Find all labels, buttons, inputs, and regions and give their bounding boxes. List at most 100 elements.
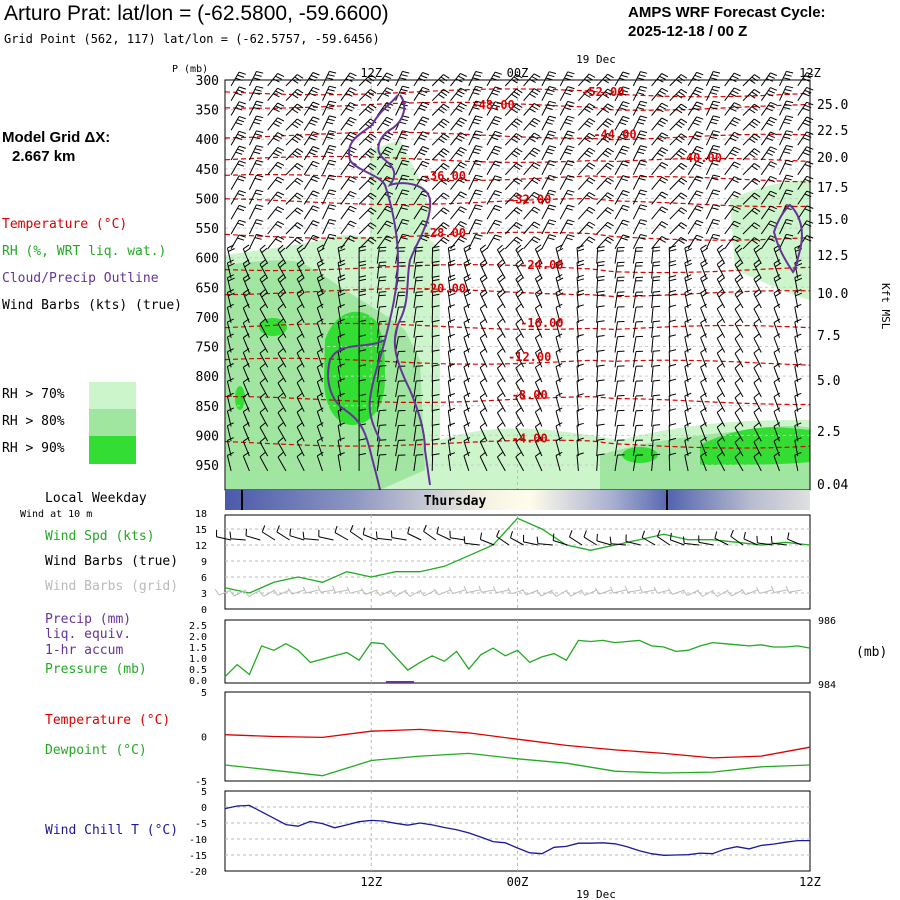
- wind-barb: [576, 408, 584, 427]
- wind-barb: [797, 116, 814, 131]
- wind-barb: [230, 116, 246, 131]
- wind-barb: [779, 115, 794, 131]
- wind-barb: [596, 438, 605, 457]
- pressure-tick-label: 550: [196, 222, 219, 237]
- wind-barb: [794, 363, 802, 383]
- wind-barb: [515, 407, 525, 427]
- wind-barb: [668, 349, 677, 368]
- wind-barb: [259, 333, 269, 353]
- surface-wind-barb-true: [770, 536, 787, 546]
- surface-wind-barb-true: [596, 533, 612, 546]
- wind-barb: [447, 333, 456, 353]
- wind-barb: [395, 159, 410, 176]
- wind-barb: [716, 451, 726, 472]
- height-tick-label: 25.0: [817, 98, 848, 113]
- wind-barb: [668, 304, 677, 323]
- wind-barb: [684, 437, 692, 457]
- wind-barb: [742, 103, 761, 116]
- wind-barb: [534, 303, 543, 324]
- wind-barb: [496, 333, 506, 353]
- wind-barb: [413, 72, 430, 87]
- wind-barb: [322, 219, 337, 235]
- surface-wind-barb-grid: [302, 586, 319, 594]
- surface-wind-barb-grid: [507, 587, 524, 595]
- surface-wind-barb-grid: [580, 589, 597, 596]
- wind-barb: [285, 192, 304, 205]
- wind-barb: [534, 244, 543, 264]
- wind-barb: [716, 274, 726, 294]
- wind-barb: [395, 380, 406, 397]
- wind-barb: [794, 303, 802, 323]
- wind-barb: [614, 365, 625, 383]
- temp-series-0: [224, 728, 811, 759]
- surface-wind-barb-grid: [229, 589, 246, 597]
- cloud-outline-right: [772, 203, 803, 274]
- surface-wind-barb-grid: [258, 589, 276, 597]
- wind-barb: [395, 204, 410, 220]
- wind-barb: [337, 452, 345, 471]
- surface-wind-barb-grid: [287, 587, 305, 595]
- surface-wind-barb-grid: [639, 585, 656, 593]
- wind-barb: [322, 85, 337, 101]
- surface-wind-barb-grid: [434, 588, 451, 596]
- wind-barb: [496, 303, 506, 324]
- wind-barb: [596, 236, 614, 250]
- wind-barb: [468, 219, 483, 235]
- wind-barb: [559, 204, 575, 220]
- forecast-cycle-value: 2025-12-18 / 00 Z: [628, 23, 748, 40]
- wind-barb: [267, 117, 285, 131]
- wind-barb: [578, 147, 596, 161]
- wind-barb: [576, 289, 585, 309]
- wind-barb: [259, 348, 269, 368]
- wind-barb: [753, 363, 762, 383]
- wind-barb: [296, 348, 305, 368]
- surface-wind-barb-grid: [668, 588, 685, 595]
- wind-barb: [753, 289, 762, 309]
- wind-barb: [651, 409, 661, 427]
- wind-barb: [463, 318, 471, 338]
- wind-barb: [669, 192, 688, 205]
- wind-barb: [242, 392, 250, 412]
- wind-barb: [479, 303, 488, 324]
- wind-barb: [337, 274, 346, 294]
- wind-barb: [779, 219, 794, 235]
- wind-barb: [395, 291, 406, 309]
- height-tick-label: 22.5: [817, 124, 848, 139]
- wind-barb: [340, 72, 357, 87]
- wind-barb: [742, 192, 761, 205]
- wind-barb: [705, 130, 721, 146]
- wind-barb: [486, 101, 502, 116]
- wind-barb: [413, 365, 424, 383]
- wind-barb: [486, 130, 502, 146]
- wind-barb: [734, 274, 744, 294]
- pressure-tick-label: 750: [196, 341, 219, 356]
- surface-wind-barb-grid: [244, 589, 261, 597]
- wind-barb: [479, 274, 488, 294]
- wind-barb: [651, 305, 661, 323]
- surface-wind-barb-true: [523, 534, 539, 546]
- wind-barb: [486, 219, 502, 235]
- wind-barb: [248, 115, 264, 131]
- wind-barb: [705, 189, 721, 205]
- wind-barb: [296, 422, 305, 442]
- wind-barb: [242, 318, 250, 338]
- wind-barb: [523, 162, 541, 176]
- wind-barb: [486, 175, 502, 190]
- wind-barb: [515, 348, 525, 368]
- wind-barb: [779, 85, 794, 101]
- wind-barb: [259, 363, 269, 383]
- isotherm-label: -36.00: [423, 169, 466, 183]
- wind-barb: [337, 304, 345, 323]
- wind-barb: [760, 190, 778, 205]
- legend-wind-barbs-grid: Wind Barbs (grid): [45, 579, 179, 594]
- wind-barb: [463, 362, 471, 383]
- surface-wind-barb-grid: [565, 589, 583, 597]
- wind-barb: [496, 259, 506, 279]
- height-tick-label: 7.5: [817, 329, 840, 344]
- wind-barb: [322, 233, 337, 250]
- wind-barb: [724, 235, 741, 250]
- wind-barb: [632, 159, 648, 176]
- wind-barb: [504, 192, 523, 205]
- pressure-unit: (mb): [856, 645, 887, 660]
- wind-barb: [614, 424, 625, 442]
